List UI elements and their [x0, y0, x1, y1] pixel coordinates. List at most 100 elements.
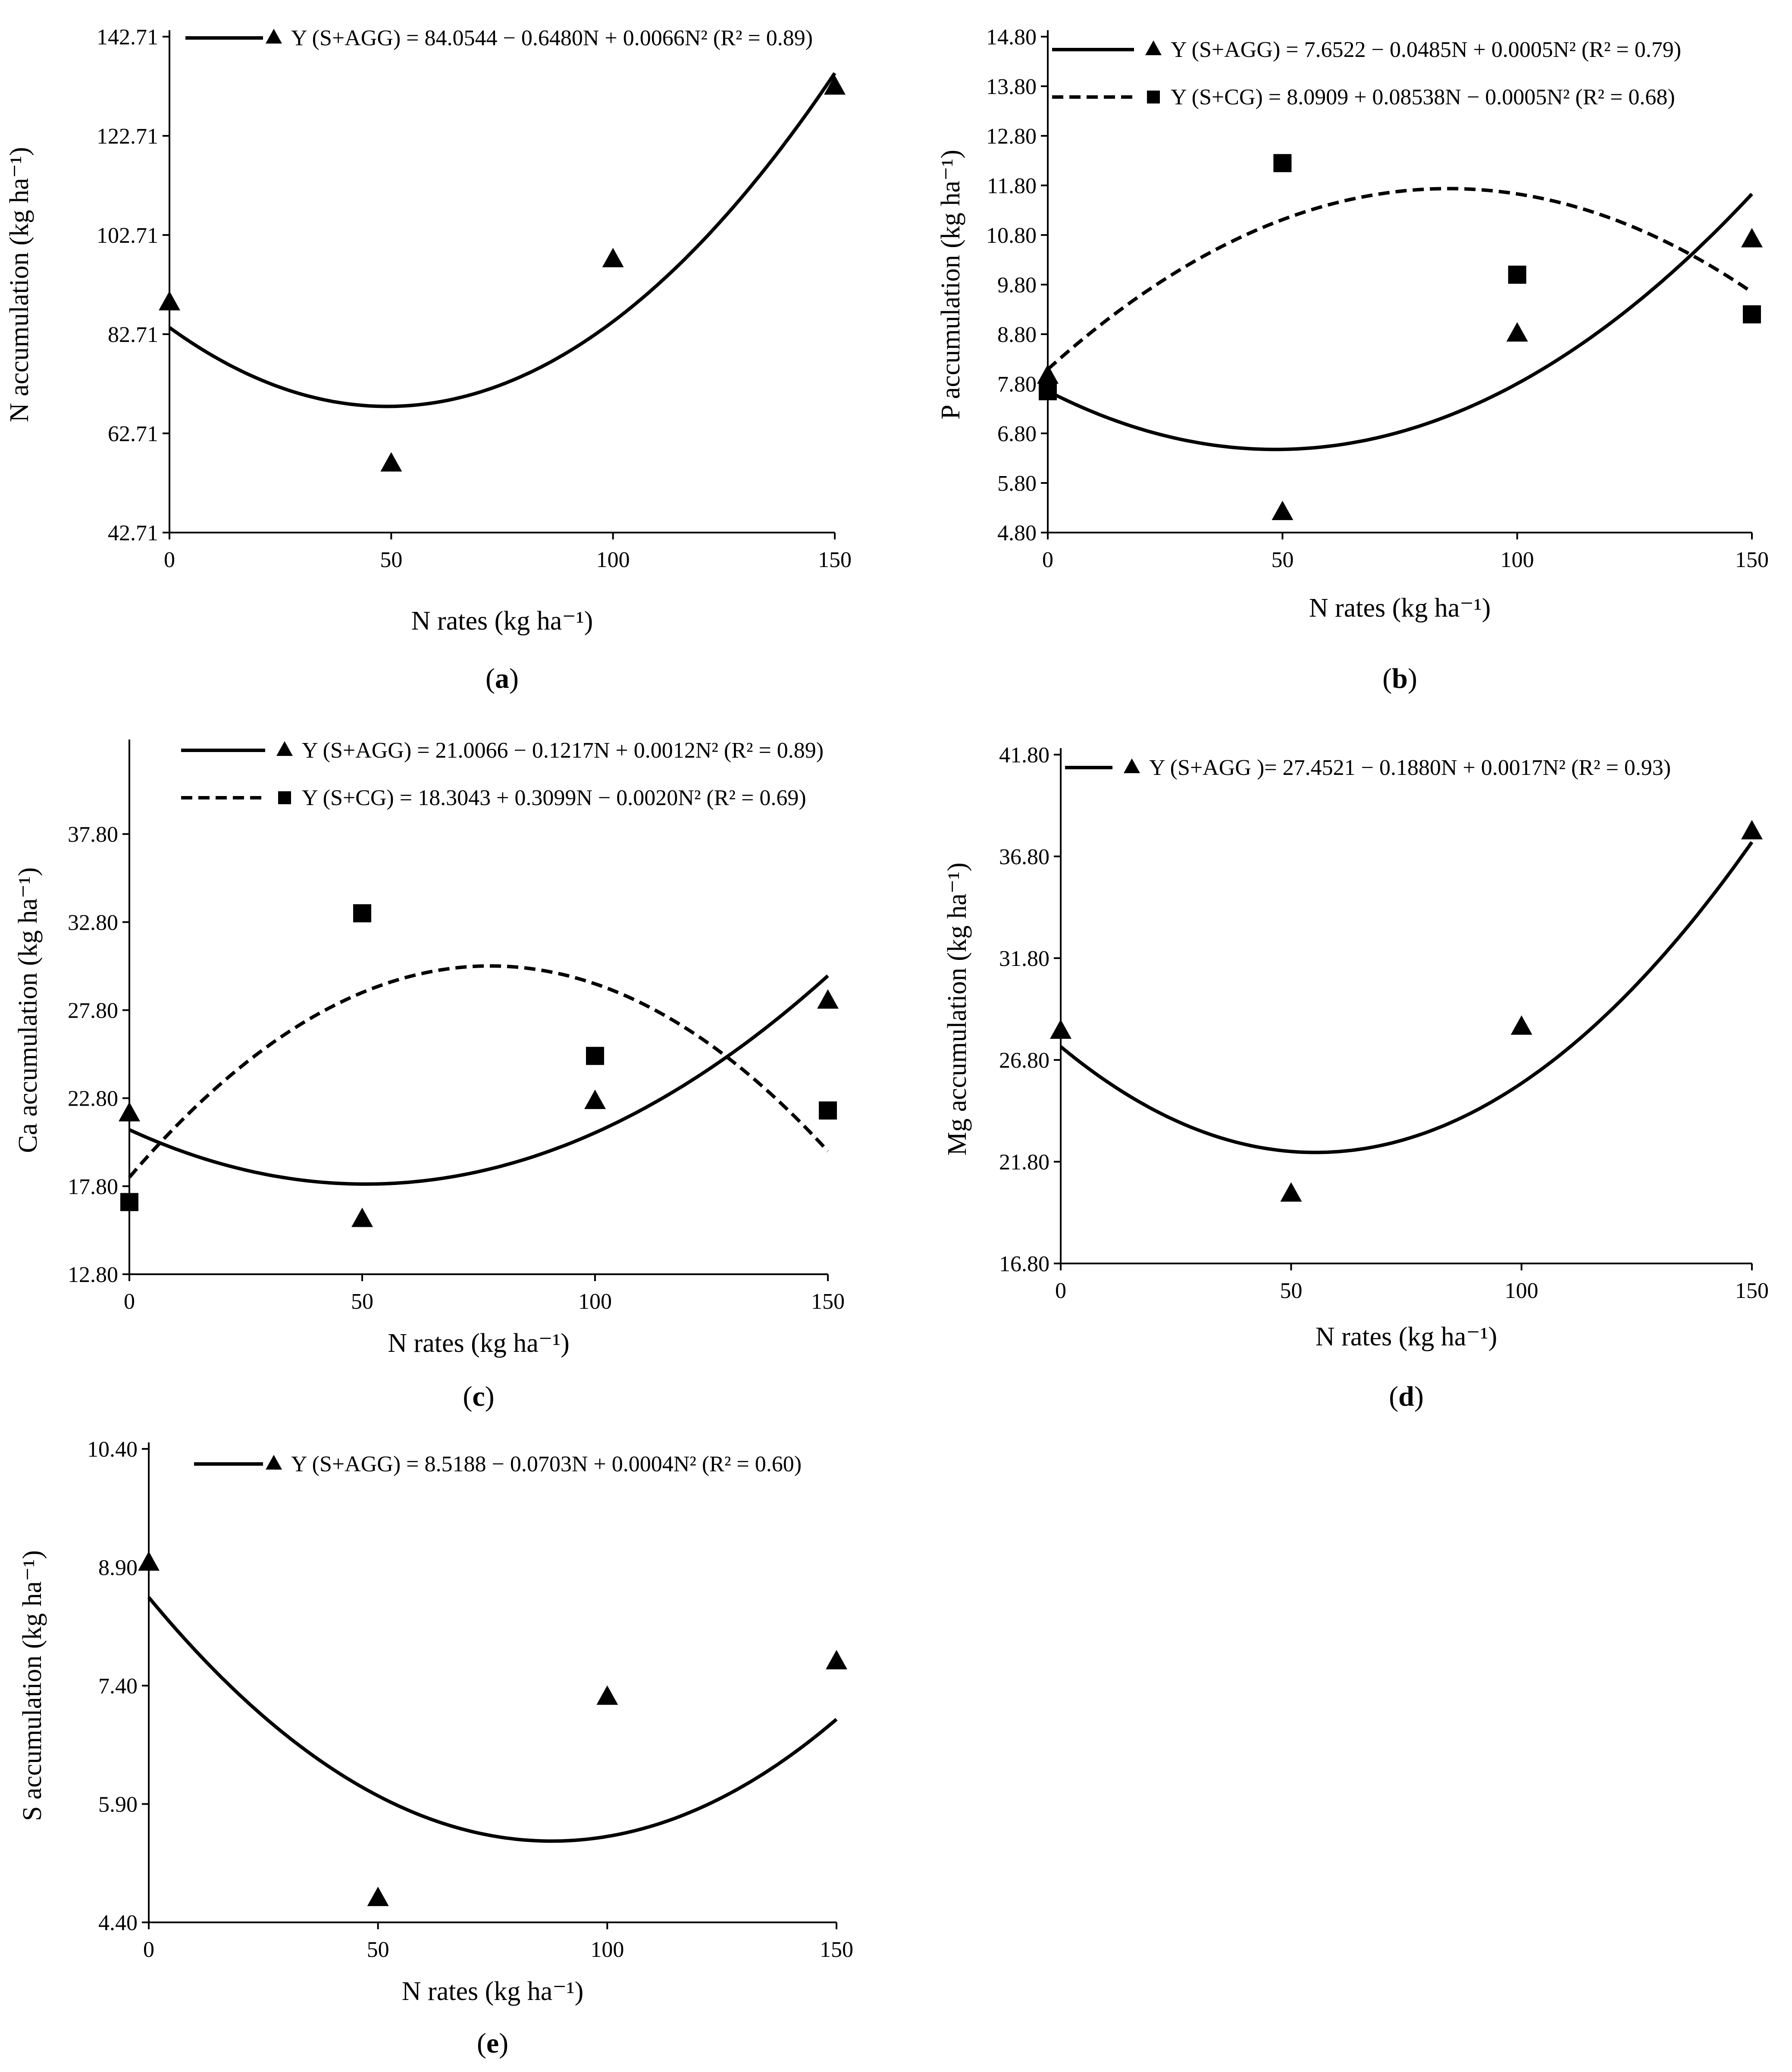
x-tick-label: 0: [143, 1937, 154, 1962]
data-point-square: [1743, 305, 1761, 323]
chart-panel-d: 16.80 21.80 26.80 31.80 36.80 41.80 0 50 100 150 N…: [943, 743, 1769, 1412]
fit-curve-s-cg: [1046, 187, 1753, 371]
data-point-triangle: [119, 1102, 140, 1122]
x-tick-label: 50: [367, 1937, 389, 1962]
fit-curve-s-agg: [168, 72, 836, 408]
x-tick-label: 0: [1055, 1279, 1066, 1303]
y-tick-label: 142.71: [97, 25, 158, 50]
x-tick-label: 150: [818, 548, 852, 572]
x-tick-label: 100: [578, 1289, 612, 1314]
x-tick-label: 150: [1735, 548, 1769, 572]
panel-paren: (: [463, 1381, 472, 1412]
chart-panel-b: 4.80 5.80 6.80 7.80 8.80 9.80 10.80 11.80 12.80 1…: [936, 25, 1769, 694]
legend-marker-triangle: [1145, 40, 1162, 55]
y-tick-label: 12.80: [68, 1263, 118, 1287]
y-tick-label: 9.80: [997, 273, 1037, 298]
y-tick-label: 4.80: [997, 521, 1037, 545]
legend-label: Y (S+AGG) = 21.0066 − 0.1217N + 0.0012N²…: [302, 738, 824, 763]
x-axis-title: N rates (kg ha⁻¹): [1309, 593, 1491, 623]
x-tick-label: 50: [380, 548, 402, 572]
fit-curve-s-agg: [128, 974, 829, 1186]
legend-label: Y (S+CG) = 18.3043 + 0.3099N − 0.0020N² …: [302, 786, 806, 810]
panel-paren: (: [486, 663, 495, 694]
y-tick-label: 26.80: [999, 1048, 1050, 1073]
y-axis-title: P accumulation (kg ha⁻¹): [936, 150, 965, 420]
chart-panel-c: 12.80 17.80 22.80 27.80 32.80 37.80 0 50 100 150 N…: [13, 738, 845, 1412]
legend-label: Y (S+AGG) = 84.0544 − 0.6480N + 0.0066N²…: [291, 26, 813, 50]
y-tick-label: 22.80: [68, 1087, 118, 1111]
y-tick-label: 6.80: [997, 422, 1037, 446]
data-point-triangle: [584, 1089, 606, 1109]
panel-paren: (: [1389, 1381, 1398, 1412]
y-tick-label: 16.80: [999, 1252, 1050, 1276]
x-tick-label: 100: [1501, 548, 1534, 572]
y-tick-label: 5.90: [98, 1793, 138, 1817]
panel-paren: ): [509, 663, 519, 694]
panel-label: (c): [463, 1381, 494, 1412]
data-point-triangle: [1037, 364, 1059, 384]
fit-curve-s-agg: [1059, 841, 1754, 1154]
x-tick-label: 150: [1735, 1279, 1769, 1303]
legend-marker-triangle: [266, 28, 282, 44]
panel-label: (d): [1389, 1381, 1424, 1412]
data-point-triangle: [1741, 228, 1763, 248]
x-tick-label: 0: [164, 548, 175, 572]
legend-marker-triangle: [1124, 758, 1140, 773]
x-tick-label: 100: [596, 548, 630, 572]
x-axis-title: N rates (kg ha⁻¹): [411, 606, 593, 636]
y-axis-title: Ca accumulation (kg ha⁻¹): [13, 867, 43, 1153]
data-point-triangle: [1272, 501, 1294, 520]
y-tick-label: 102.71: [97, 223, 158, 248]
y-tick-label: 8.90: [98, 1556, 138, 1580]
y-tick-label: 32.80: [68, 910, 118, 935]
y-axis-title: N accumulation (kg ha⁻¹): [5, 147, 34, 422]
y-axis-title: S accumulation (kg ha⁻¹): [18, 1550, 47, 1821]
panel-letter: a: [495, 663, 509, 694]
data-point-square: [1039, 382, 1057, 401]
x-tick-label: 0: [124, 1289, 135, 1314]
legend-marker-square: [278, 791, 291, 804]
data-point-triangle: [826, 1650, 847, 1670]
panel-label: (b): [1382, 663, 1417, 694]
data-point-triangle: [138, 1551, 160, 1571]
y-tick-label: 7.40: [98, 1674, 138, 1699]
x-axis-title: N rates (kg ha⁻¹): [1316, 1322, 1497, 1351]
x-tick-label: 100: [590, 1937, 624, 1962]
data-point-square: [1508, 266, 1526, 284]
panel-paren: (: [1382, 663, 1392, 694]
y-tick-label: 62.71: [108, 422, 158, 446]
y-tick-label: 14.80: [986, 25, 1037, 50]
x-tick-label: 150: [811, 1289, 845, 1314]
y-tick-label: 12.80: [986, 124, 1037, 149]
data-point-square: [819, 1101, 837, 1120]
panel-paren: ): [485, 1381, 495, 1412]
y-tick-label: 17.80: [68, 1175, 118, 1199]
legend-label: Y (S+CG) = 8.0909 + 0.08538N − 0.0005N² …: [1171, 85, 1675, 110]
y-tick-label: 13.80: [986, 75, 1037, 99]
x-tick-label: 150: [820, 1937, 853, 1962]
y-tick-label: 7.80: [997, 372, 1037, 397]
data-point-triangle: [159, 291, 180, 310]
y-tick-label: 4.40: [98, 1911, 138, 1935]
data-point-triangle: [351, 1207, 373, 1227]
legend-label: Y (S+AGG) = 7.6522 − 0.0485N + 0.0005N² …: [1171, 38, 1681, 62]
y-tick-label: 21.80: [999, 1150, 1050, 1175]
legend-marker-triangle: [266, 1454, 282, 1470]
data-point-triangle: [380, 452, 402, 472]
fit-curve-s-agg: [1047, 193, 1753, 451]
chart-panel-e: 4.40 5.90 7.40 8.90 10.40 0 50 100 150 N rates (k…: [18, 1437, 853, 2059]
panel-paren: ): [1408, 663, 1417, 694]
data-point-triangle: [1741, 820, 1763, 840]
data-point-square: [120, 1193, 138, 1211]
data-point-square: [586, 1047, 604, 1065]
panel-letter: c: [472, 1381, 485, 1412]
y-tick-label: 10.40: [87, 1437, 138, 1462]
panel-letter: e: [486, 2028, 499, 2059]
chart-panel-a: 42.71 62.71 82.71 102.71 122.71 142.71 0 50 100 1…: [5, 25, 852, 694]
data-point-triangle: [1280, 1182, 1302, 1202]
y-tick-label: 37.80: [68, 822, 118, 847]
y-tick-label: 10.80: [986, 223, 1037, 248]
x-tick-label: 50: [351, 1289, 373, 1314]
data-point-triangle: [367, 1887, 389, 1906]
